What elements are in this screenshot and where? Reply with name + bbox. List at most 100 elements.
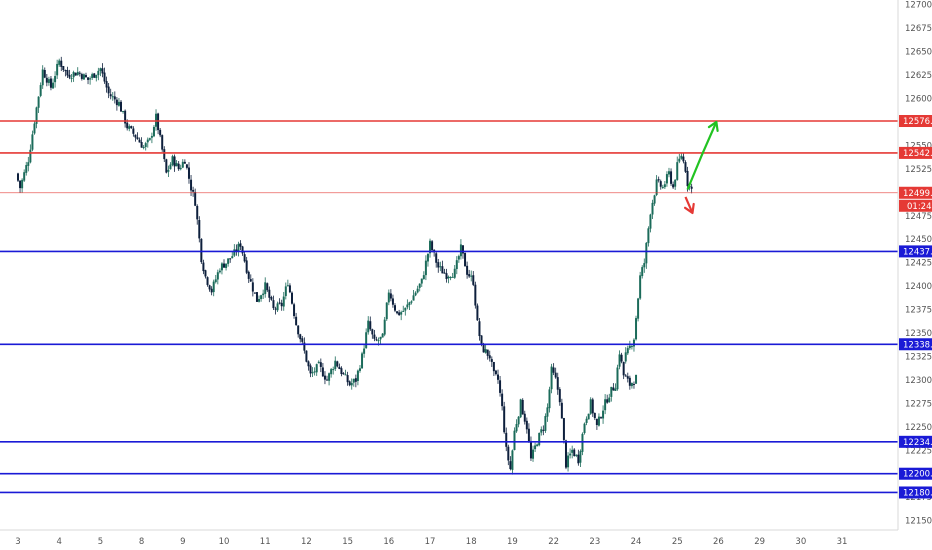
candle-body [239,243,242,247]
candle-body [218,270,221,273]
candle-body [373,334,376,339]
candle-body [177,163,180,170]
candle-body [552,367,555,373]
candle-body [626,348,629,354]
y-tick-label: 12250.0 [905,423,932,433]
candle-body [321,367,324,377]
level-label-box [899,115,932,128]
candle-body [682,156,685,162]
candle-body [507,446,510,461]
candle-body [220,263,223,271]
horizontal-levels [0,120,898,494]
candle-body [441,266,444,274]
y-tick-label: 12450.0 [905,235,932,245]
candle-body [684,162,687,172]
candle-body [371,329,374,335]
candle-body [470,275,473,277]
y-tick-label: 12350.0 [905,329,932,339]
level-price-labels: 12576.0 12542.0 12499.5 01:24 12437.0 12338.0… [899,115,932,499]
candle-body [21,179,24,189]
candle-body [511,450,514,470]
candle-body [25,165,28,173]
candle-body [437,262,440,268]
candle-body [387,292,390,303]
candle-body [17,173,19,181]
candle-body [647,228,650,244]
candle-body [142,146,145,149]
candle-body [208,285,211,290]
candle-body [464,252,467,267]
candle-body [577,454,580,464]
candle-body [581,433,584,452]
level-label-box [899,486,932,499]
candle-body [431,241,434,251]
candle-body [628,345,631,349]
candle-body [117,101,120,106]
candle-body [474,284,477,306]
y-tick-label: 12550.0 [905,141,932,151]
candle-body [686,170,689,187]
candle-body [340,368,343,375]
candle-body [505,432,508,447]
candle-body [192,189,195,192]
candle-body [60,60,63,67]
candle-body [604,399,607,411]
candle-body [243,254,246,262]
candle-body [583,423,586,434]
y-tick-label: 12300.0 [905,376,932,386]
candle-body [585,418,588,423]
candle-body [19,180,22,189]
candle-body [253,292,256,294]
x-tick-label: 31 [837,537,848,547]
candle-body [690,186,693,189]
candle-body [33,123,36,134]
candle-body [616,367,619,390]
level-label-text: 12576.0 [903,117,932,127]
candle-body [290,292,293,304]
candle-body [404,307,407,311]
y-tick-label: 12375.0 [905,306,932,316]
candle-body [348,381,351,386]
countdown-text: 01:24 [907,202,932,212]
candle-body [490,359,493,362]
candle-body [503,406,506,433]
candle-body [635,374,638,384]
candle-body [480,335,483,344]
time-axis[interactable]: 3 4 5 8 9 10 11 12 15 16 17 18 19 22 23 24 25 26 29 30 31 [15,537,847,547]
candle-body [64,70,67,72]
candle-body [115,99,118,106]
x-tick-label: 11 [260,537,271,547]
candle-body [171,156,174,165]
candle-body [494,370,497,375]
candle-body [80,74,83,79]
candle-body [301,338,304,342]
candle-body [532,449,535,459]
candle-body [476,305,479,321]
candle-body [445,273,448,280]
candle-body [181,161,184,168]
candle-body [225,263,228,268]
level-label-box [899,146,932,159]
candle-body [558,389,561,403]
candle-body [363,348,366,354]
candle-body [393,305,396,311]
candle-body [288,285,291,293]
candle-body [99,68,102,72]
candle-body [286,285,289,287]
candle-body [453,268,456,278]
candle-body [167,169,170,172]
candle-body [459,244,462,257]
level-label-box [899,186,932,199]
candle-body [237,243,240,252]
candle-body [334,360,337,370]
candle-body [367,320,370,333]
candle-body [361,353,364,369]
x-tick-label: 26 [713,537,724,547]
level-label-text: 12200.0 [903,470,932,480]
candle-body [457,256,460,260]
candle-body [420,278,423,284]
candle-body [424,260,427,276]
candle-body [439,266,442,268]
candle-body [472,275,475,285]
